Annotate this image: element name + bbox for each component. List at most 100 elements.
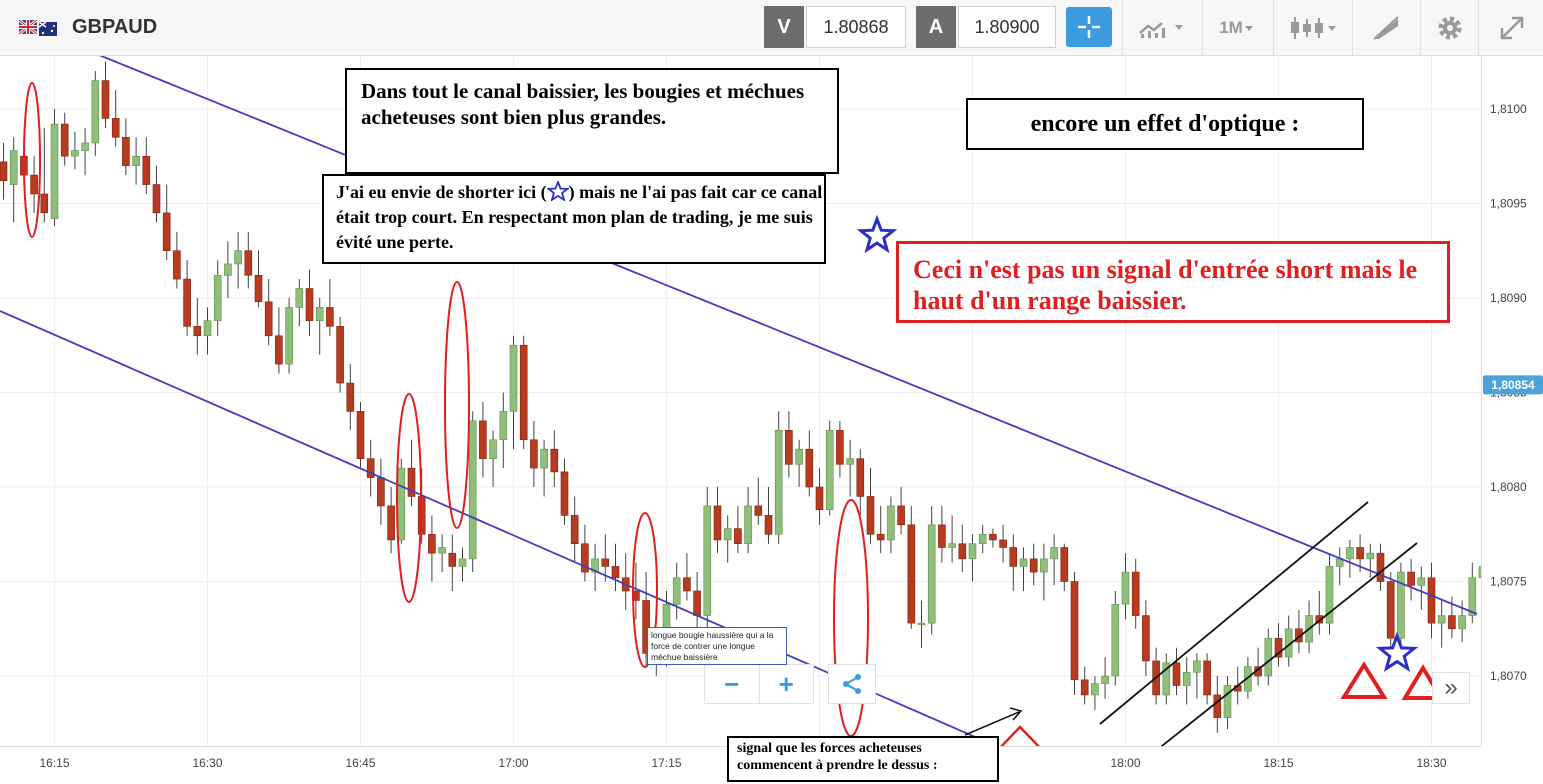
candle [254, 250, 263, 308]
candle [326, 279, 334, 336]
candle [203, 307, 212, 355]
candle-body-bearish [142, 155, 151, 185]
candle-body-bearish [764, 515, 773, 535]
sell-price[interactable]: 1.80868 [806, 6, 906, 48]
candle [591, 543, 599, 591]
candle-body-bullish [295, 288, 304, 308]
scroll-right-button[interactable]: » [1432, 672, 1470, 704]
zoom-out-button[interactable]: − [705, 665, 760, 703]
annotation-box-optique: encore un effet d'optique : [966, 98, 1364, 150]
candle-body-bullish [978, 533, 987, 545]
candles-layer [0, 61, 1481, 733]
candle [1264, 628, 1273, 686]
candle-body-bearish [254, 274, 263, 303]
zoom-in-button[interactable]: + [778, 668, 794, 699]
sell-button[interactable]: V [764, 6, 804, 48]
candle-body-bearish [162, 212, 171, 252]
indicators-icon[interactable] [1282, 0, 1344, 55]
candle [601, 534, 610, 582]
candle-body-bullish [203, 320, 212, 337]
candle-body-bearish [356, 411, 365, 459]
candle-body-bullish [968, 543, 977, 560]
channel-lower-line [0, 310, 998, 746]
candle [1325, 553, 1334, 635]
candle-body-bearish [836, 430, 844, 465]
chart-type-icon[interactable] [1132, 0, 1194, 55]
pointer-arrow-head [1009, 707, 1023, 721]
candle [1223, 676, 1232, 729]
candle [101, 61, 110, 128]
buy-button[interactable]: A [916, 6, 956, 48]
timeframe-selector[interactable]: 1M [1210, 0, 1266, 55]
candle [264, 279, 273, 346]
x-tick-label: 16:30 [192, 756, 222, 770]
candle-body-bearish [530, 439, 538, 469]
crosshair-icon[interactable] [1066, 7, 1112, 47]
candle-body-bullish [509, 344, 518, 412]
candle-body-bearish [601, 558, 610, 567]
candle-body-bearish [40, 193, 49, 214]
candle-body-bullish [91, 80, 100, 144]
candle-body-bearish [1131, 571, 1140, 616]
buy-price[interactable]: 1.80900 [958, 6, 1056, 48]
symbol-label[interactable]: GBPAUD [72, 16, 158, 38]
candle-body-bearish [1274, 637, 1283, 658]
candle-body-bearish [111, 118, 120, 138]
candle-body-bearish [326, 307, 334, 327]
candle-body-bearish [856, 458, 865, 497]
candle-body-bearish [193, 326, 202, 337]
candle-body-bearish [60, 123, 69, 157]
candle-body-bearish [550, 448, 559, 473]
candle-body-bullish [927, 524, 936, 624]
candle [315, 297, 324, 355]
fullscreen-icon[interactable] [1484, 0, 1540, 55]
candle [1131, 558, 1140, 629]
candle-body-bullish [917, 622, 926, 625]
candle-body-bearish [815, 486, 824, 510]
candle [162, 184, 171, 261]
candle [1417, 566, 1426, 610]
candle-body-bearish [275, 335, 283, 365]
candle [917, 600, 926, 648]
candle [428, 515, 436, 582]
candle-body-bullish [1346, 547, 1354, 560]
highlight-ellipse [444, 281, 470, 529]
candle-body-bearish [560, 471, 569, 516]
candle [856, 449, 865, 516]
candle-body-bullish [285, 307, 293, 365]
annotation-box-shorter: J'ai eu envie de shorter ici () mais ne … [322, 174, 826, 264]
x-tick-label: 18:15 [1263, 756, 1293, 770]
current-price-marker: 1,80854 [1483, 375, 1543, 395]
candle [764, 487, 773, 544]
candle [1376, 543, 1385, 591]
candle [1121, 553, 1130, 620]
candle [1009, 534, 1018, 591]
candle-body-bullish [1417, 577, 1426, 586]
candle [336, 316, 344, 393]
triangle-marker [1340, 661, 1388, 699]
share-icon [843, 674, 861, 694]
drawing-tools-icon[interactable] [1360, 0, 1412, 55]
candle [50, 108, 59, 227]
settings-icon[interactable] [1428, 0, 1472, 55]
share-button[interactable] [828, 664, 876, 704]
y-tick-label: 1,8090 [1490, 291, 1527, 305]
candle-body-bearish [754, 505, 763, 516]
candle [305, 269, 314, 336]
candle-body-bullish [744, 505, 752, 545]
candle [1111, 590, 1120, 686]
candle-body-bullish [591, 558, 599, 573]
candle-body-bearish [907, 524, 916, 624]
candle-body-bearish [366, 458, 375, 478]
candle-body-bearish [1009, 547, 1018, 567]
candle-body-bearish [1448, 615, 1456, 630]
candle-body-bearish [1203, 660, 1211, 696]
chart-toolbar: GBPAUD V 1.80868 A 1.80900 1M [0, 0, 1543, 56]
annotation-range-text: Ceci n'est pas un signal d'entrée short … [913, 255, 1418, 315]
candle [805, 430, 814, 497]
candle [152, 165, 161, 223]
candle-body-bullish [1121, 571, 1130, 605]
candlestick-chart[interactable] [0, 56, 1481, 746]
candle [815, 468, 824, 525]
candle-body-bearish [1427, 577, 1436, 624]
